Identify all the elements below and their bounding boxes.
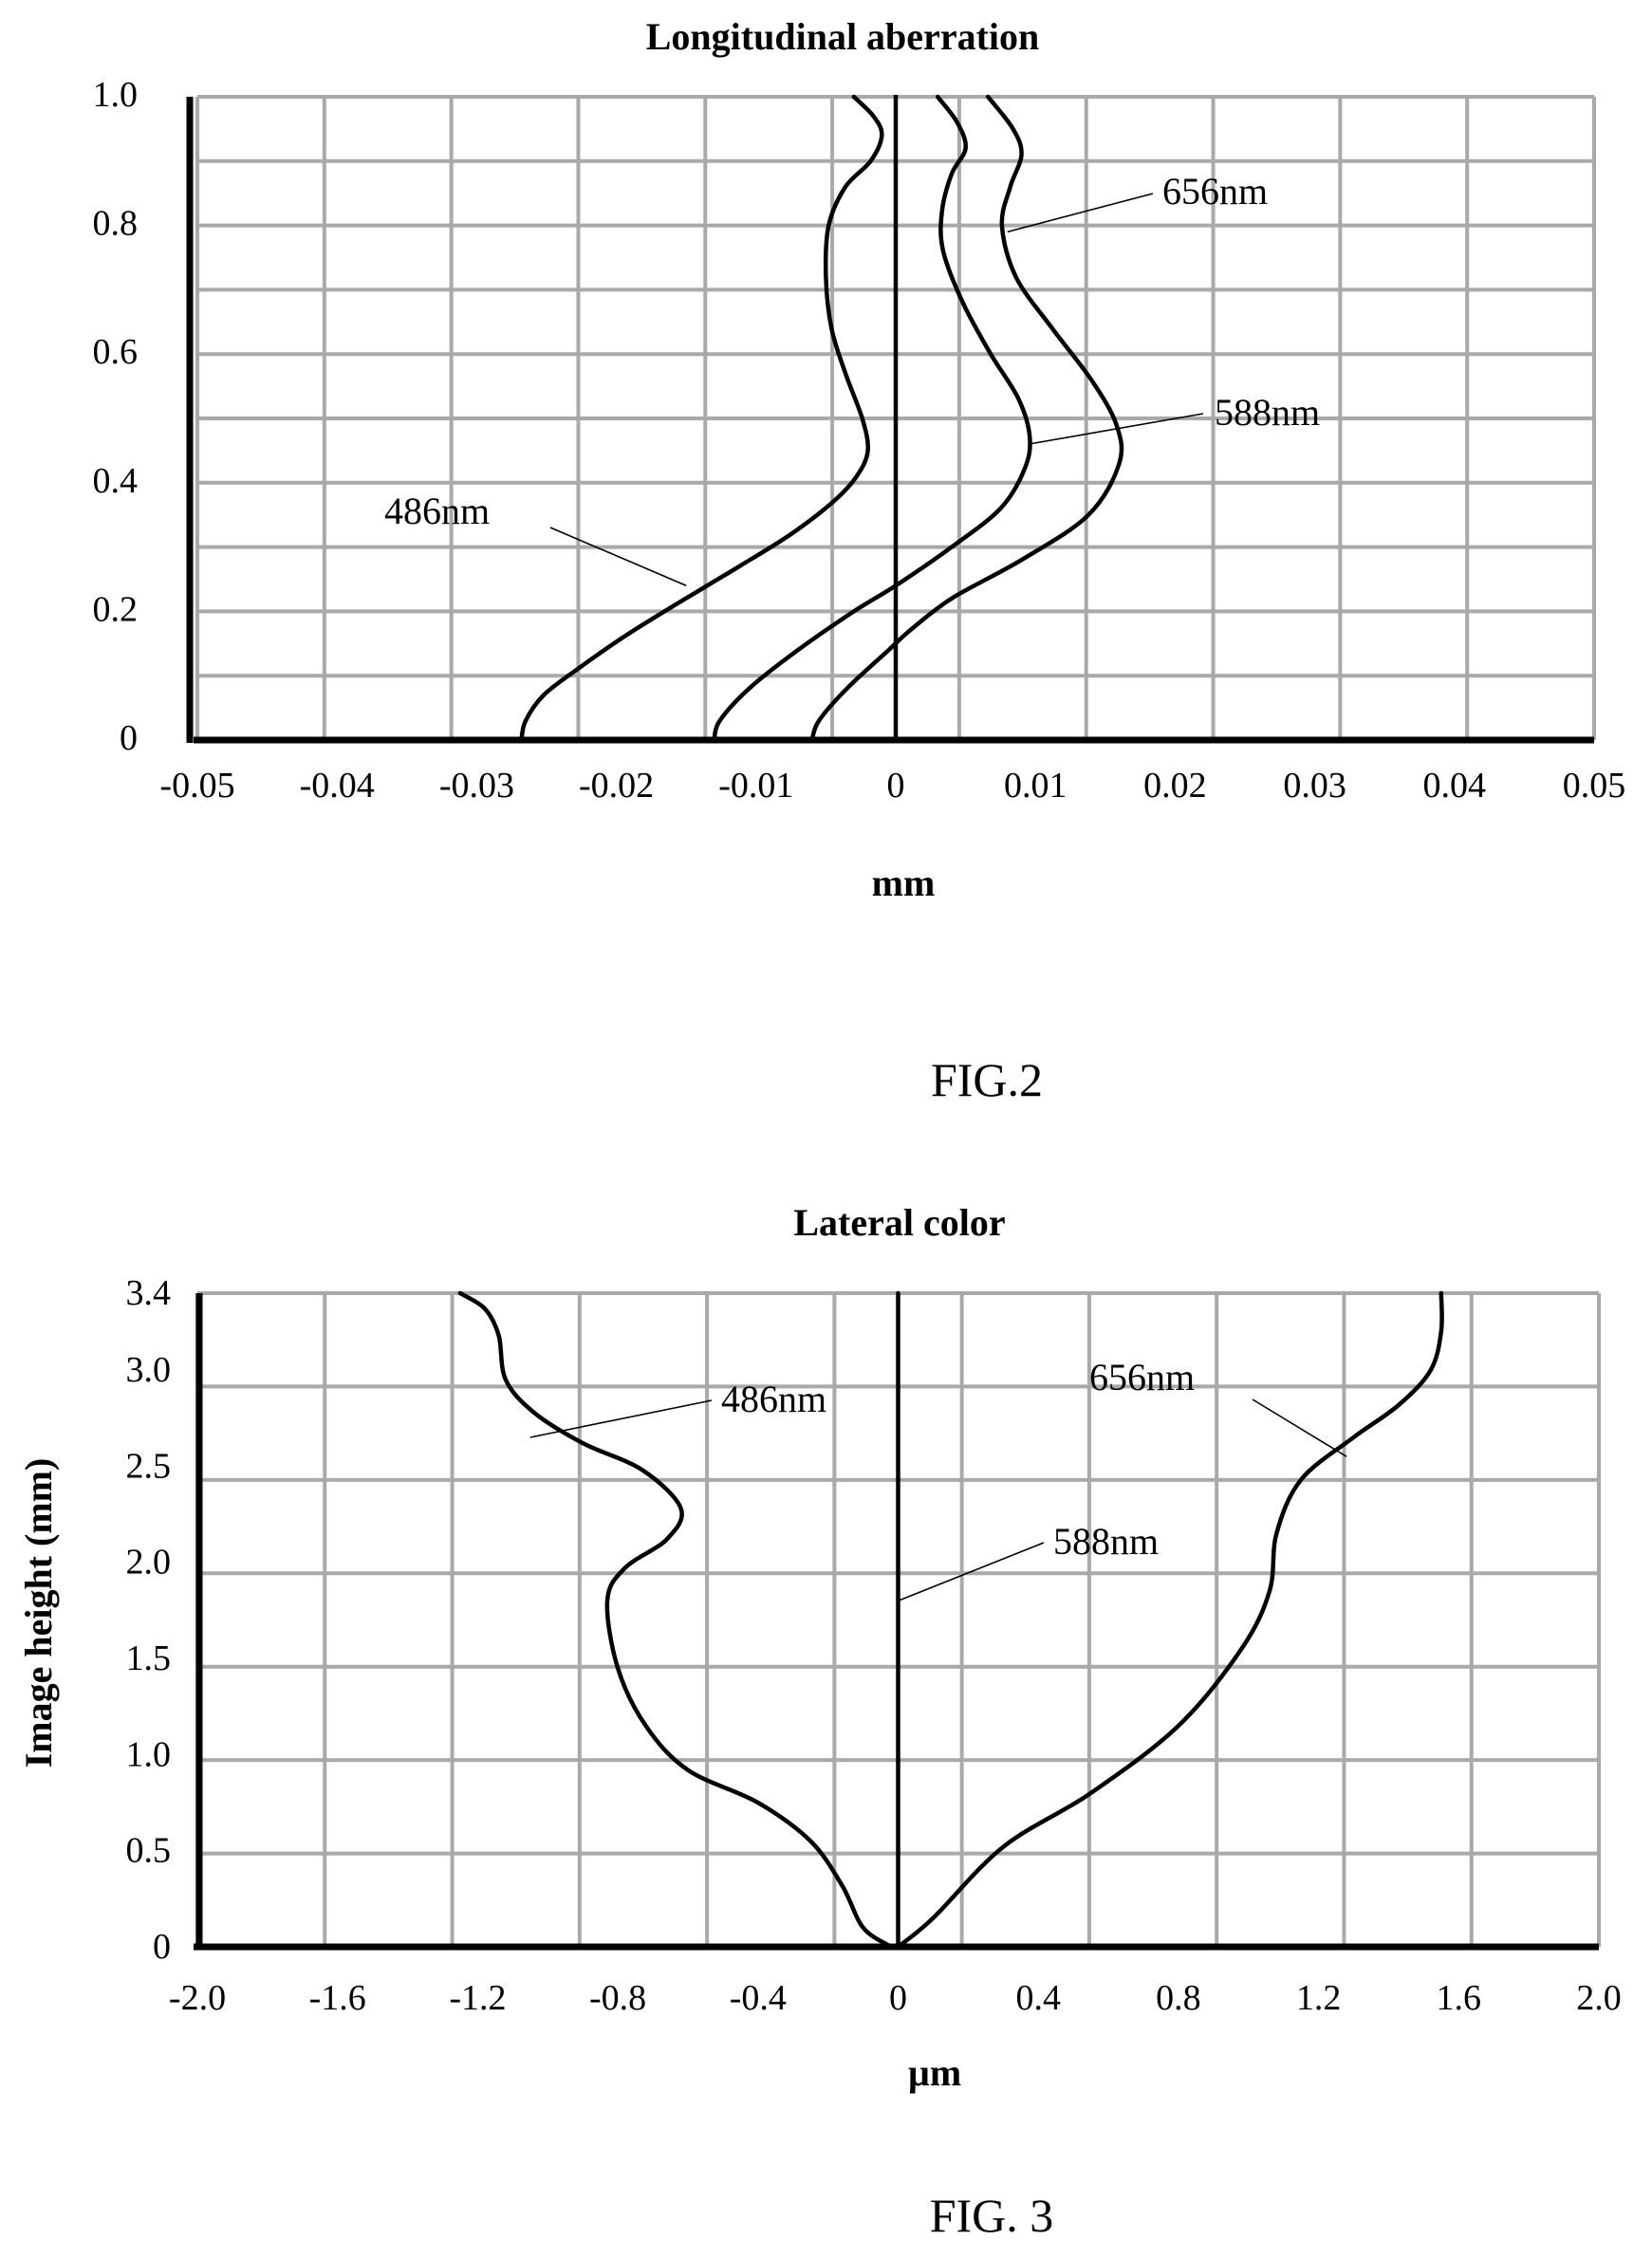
y-tick-label: 2.0 — [126, 1543, 172, 1583]
y-tick-label: 2.5 — [126, 1446, 172, 1486]
y-tick-label: 0.6 — [93, 332, 139, 372]
x-tick-label: 0.01 — [1004, 766, 1067, 805]
annotation-leader-line — [1028, 413, 1204, 445]
annotation-leader-line — [549, 527, 687, 587]
annotation-leader-line — [1007, 193, 1154, 233]
y-tick-labels: 0 0.5 1.0 1.5 2.0 2.5 3.0 3.4 — [126, 1273, 172, 1967]
x-axis-label: mm — [872, 861, 936, 904]
x-tick-label: 2.0 — [1576, 1978, 1622, 2018]
series-label-656nm: 656nm — [1089, 1356, 1195, 1398]
x-tick-label: 0.04 — [1423, 766, 1487, 805]
y-tick-label: 3.0 — [126, 1350, 172, 1390]
series-line-656nm — [896, 1290, 1444, 1950]
x-tick-label: -2.0 — [169, 1978, 226, 2018]
annotation-leader-line — [529, 1399, 713, 1438]
series-line-486nm — [519, 94, 884, 743]
x-tick-label: -0.4 — [730, 1978, 787, 2018]
series-line-486nm — [457, 1290, 894, 1950]
x-tick-label: -0.02 — [579, 766, 654, 805]
x-tick-label: -0.01 — [718, 766, 793, 805]
x-tick-label: 1.6 — [1437, 1978, 1482, 2018]
x-tick-label: 0 — [889, 1978, 907, 2018]
y-axis-label: Image height (mm) — [17, 1458, 60, 1768]
x-tick-label: 0 — [887, 766, 905, 805]
chart-title: Longitudinal aberration — [646, 15, 1040, 58]
x-tick-labels: -2.0 -1.6 -1.2 -0.8 -0.4 0 0.4 0.8 1.2 1.6 2.0 — [169, 1978, 1622, 2018]
x-tick-label: -1.6 — [309, 1978, 366, 2018]
y-tick-label: 0 — [153, 1927, 171, 1967]
x-tick-label: 0.03 — [1283, 766, 1346, 805]
y-tick-label: 1.0 — [126, 1734, 172, 1774]
annotations: 656nm 588nm 486nm — [384, 170, 1320, 587]
chart-title: Lateral color — [793, 1201, 1005, 1244]
series-label-588nm: 588nm — [1215, 391, 1320, 434]
x-tick-label: -0.05 — [159, 766, 234, 805]
axes — [186, 95, 1594, 744]
y-tick-label: 0 — [120, 718, 138, 758]
series-label-486nm: 486nm — [721, 1378, 826, 1420]
y-tick-label: 1.5 — [126, 1639, 172, 1678]
annotation-leader-line — [1252, 1398, 1347, 1457]
series-label-656nm: 656nm — [1162, 170, 1268, 213]
x-tick-label: 0.05 — [1563, 766, 1626, 805]
y-tick-label: 0.2 — [93, 589, 139, 629]
x-axis-label: µm — [908, 2051, 961, 2094]
y-tick-label: 1.0 — [93, 75, 139, 115]
series-label-588nm: 588nm — [1053, 1520, 1159, 1563]
series-label-486nm: 486nm — [384, 490, 490, 532]
y-tick-label: 3.4 — [126, 1273, 172, 1313]
x-tick-label: -0.03 — [439, 766, 514, 805]
y-tick-labels: 0 0.2 0.4 0.6 0.8 1.0 — [93, 75, 139, 758]
x-tick-label: 0.8 — [1156, 1978, 1201, 2018]
axes — [194, 1293, 1599, 1951]
x-tick-label: -1.2 — [449, 1978, 506, 2018]
series-line-656nm — [809, 94, 1124, 743]
x-tick-label: -0.04 — [300, 766, 375, 805]
annotation-leader-line — [898, 1542, 1045, 1602]
series-group — [519, 94, 1124, 743]
annotations: 486nm 656nm 588nm — [529, 1356, 1347, 1602]
x-tick-label: -0.8 — [589, 1978, 646, 2018]
series-group — [457, 1290, 1444, 1950]
longitudinal-aberration-chart: Longitudinal aberration -0.05 -0.04 -0.03-… — [93, 15, 1626, 1106]
series-line-588nm — [712, 94, 1032, 743]
lateral-color-chart: Lateral color -2.0 -1.6 -1.2 -0.8 -0.4 0 0.4 0.… — [17, 1201, 1622, 2242]
x-tick-label: 0.02 — [1143, 766, 1207, 805]
y-tick-label: 0.4 — [93, 461, 139, 501]
figure-caption: FIG. 3 — [930, 2189, 1054, 2242]
figure-caption: FIG.2 — [931, 1053, 1043, 1106]
y-tick-label: 0.8 — [93, 204, 139, 244]
x-tick-label: 1.2 — [1296, 1978, 1342, 2018]
y-tick-label: 0.5 — [126, 1831, 172, 1871]
x-tick-label: 0.4 — [1015, 1978, 1061, 2018]
x-tick-labels: -0.05 -0.04 -0.03 -0.02 -0.01 0 0.01 0.02 0.03 0.… — [159, 766, 1625, 805]
